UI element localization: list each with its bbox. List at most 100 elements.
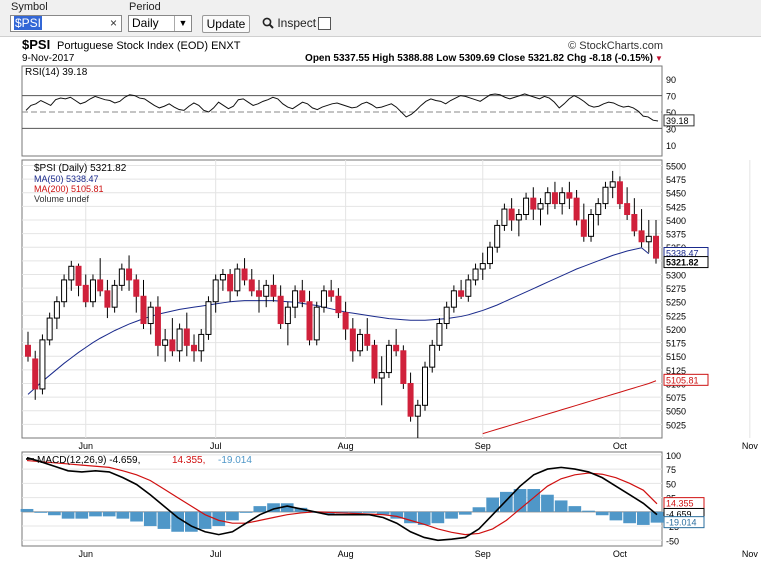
period-select[interactable]: Daily ▼	[128, 15, 192, 32]
macd-hist-bar	[226, 511, 239, 521]
macd-legend-hist: -19.014	[218, 455, 252, 466]
candle-body	[472, 268, 479, 281]
macd-hist-bar	[486, 497, 499, 512]
price-x-label: Aug	[338, 441, 354, 451]
macd-hist-bar	[212, 511, 226, 527]
inspect-label: Inspect	[277, 16, 317, 30]
macd-tick-label: -50	[666, 536, 679, 546]
candle-body	[588, 214, 595, 237]
macd-x-label: Oct	[613, 549, 628, 559]
macd-hist-bar	[157, 511, 171, 529]
toolbar: Symbol Period $PSI × Daily ▼ Update Insp…	[0, 0, 761, 37]
macd-hist-bar	[48, 511, 61, 516]
candle-body	[631, 214, 638, 232]
macd-x-label: Aug	[338, 549, 354, 559]
macd-hist-bar	[623, 511, 636, 524]
macd-legend-main: MACD(12,26,9) -4.659,	[37, 455, 140, 466]
macd-tick-label: 75	[666, 465, 676, 475]
candle-body	[573, 197, 580, 221]
macd-x-label: Jul	[210, 549, 222, 559]
macd-legend-signal: 14.355,	[172, 455, 205, 466]
symbol-input-value: $PSI	[14, 16, 43, 30]
price-tick-label: 5275	[666, 284, 686, 294]
price-tick-label: 5050	[666, 407, 686, 417]
candle-body	[277, 295, 284, 325]
macd-hist-bar	[294, 507, 308, 512]
price-panel: 5500547554505425540053755350532553005275…	[21, 159, 758, 451]
candle-body	[479, 263, 486, 270]
candle-body	[465, 279, 472, 297]
price-tick-label: 5400	[666, 216, 686, 226]
candle-body	[458, 290, 465, 297]
macd-tick-label: 100	[666, 451, 681, 461]
inspect-checkbox[interactable]	[318, 17, 331, 30]
macd-hist-bar	[390, 511, 404, 519]
macd-hist-bar	[116, 511, 130, 519]
candle-body	[400, 350, 407, 384]
price-tick-label: 5475	[666, 175, 686, 185]
ohlc-summary: Open 5337.55 High 5388.88 Low 5309.69 Cl…	[305, 53, 653, 64]
candle-body	[68, 265, 75, 281]
candle-body	[508, 208, 515, 221]
candle-body	[255, 290, 262, 297]
candle-body	[169, 339, 176, 352]
candle-body	[378, 372, 385, 379]
chevron-down-icon[interactable]: ▼	[174, 16, 191, 31]
rsi-tick-label: 10	[666, 141, 676, 151]
macd-hist-bar	[431, 511, 445, 524]
clear-icon[interactable]: ×	[109, 16, 117, 30]
candle-body	[595, 203, 602, 216]
macd-hist-bar	[267, 503, 280, 512]
candle-body	[284, 306, 291, 325]
price-x-label: Jun	[78, 441, 93, 451]
inspect-toggle[interactable]: Inspect	[262, 16, 316, 30]
update-button[interactable]: Update	[202, 15, 250, 33]
macd-hist-bar	[89, 511, 102, 517]
chart-name: Portuguese Stock Index (EOD) ENXT	[57, 40, 241, 52]
ma200-line	[482, 380, 657, 435]
candle-body	[551, 192, 558, 205]
candle-body	[61, 279, 68, 303]
symbol-label: Symbol	[11, 1, 48, 13]
candle-body	[501, 208, 508, 226]
price-tick-label: 5450	[666, 189, 686, 199]
candle-body	[183, 328, 190, 346]
rsi-title: RSI(14) 39.18	[25, 67, 88, 78]
macd-hist-bar	[75, 511, 89, 519]
candle-body	[241, 268, 248, 281]
macd-hist-bar	[130, 511, 143, 522]
candle-body	[450, 290, 457, 308]
search-icon	[262, 17, 274, 29]
rsi-last-box	[663, 114, 695, 127]
macd-x-label: Sep	[475, 549, 491, 559]
candle-body	[147, 306, 154, 325]
macd-hist-bar	[582, 510, 595, 512]
candle-body	[219, 273, 226, 281]
chg-down-icon: ▼	[655, 54, 663, 63]
candle-body	[176, 328, 183, 352]
chart-symbol: $PSI	[22, 37, 50, 52]
macd-signal-last-label: 14.355	[666, 499, 694, 509]
price-legend-volume: Volume undef	[34, 194, 90, 204]
rsi-frame	[21, 65, 663, 157]
candle-body	[616, 181, 623, 205]
candle-body	[515, 214, 522, 221]
rsi-last-label: 39.18	[666, 116, 689, 126]
candle-body	[407, 382, 414, 417]
candle-body	[443, 306, 450, 325]
price-tick-label: 5075	[666, 393, 686, 403]
candle-body	[198, 333, 205, 352]
price-x-label: Oct	[613, 441, 628, 451]
symbol-input[interactable]: $PSI ×	[10, 15, 122, 32]
macd-hist-bar	[143, 511, 157, 527]
candle-body	[111, 284, 118, 308]
macd-hist-bar	[61, 511, 75, 519]
macd-hist-bar	[239, 511, 253, 513]
macd-hist-bar	[376, 511, 390, 515]
period-value: Daily	[132, 16, 159, 30]
price-x-label: Sep	[475, 441, 491, 451]
candle-body	[154, 306, 161, 346]
candle-body	[638, 230, 645, 243]
price-tick-label: 5150	[666, 352, 686, 362]
